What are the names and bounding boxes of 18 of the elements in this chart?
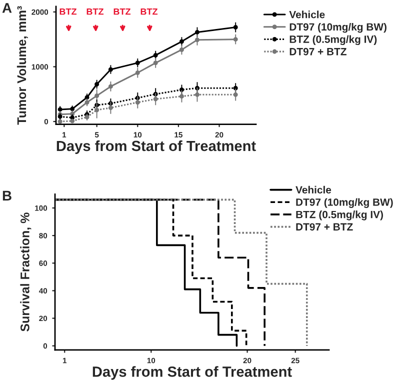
legend-label: DT97 + BTZ: [296, 223, 353, 231]
annotation: BTZ: [60, 8, 77, 15]
legend-label: Vehicle: [296, 186, 332, 194]
legend-label: BTZ (0.5mg/kg IV): [296, 210, 383, 220]
x-axis-title: Days from Start of Treatment: [92, 366, 292, 380]
y-axis-title: Tumor Volume, mm³: [16, 6, 28, 125]
legend-label: DT97 + BTZ: [290, 48, 346, 56]
annotation: BTZ: [86, 8, 104, 15]
chart-title: B: [2, 190, 12, 200]
legend-label: Vehicle: [289, 10, 325, 18]
x-axis-title: Days from Start of Treatment: [56, 140, 256, 154]
annotation: BTZ: [114, 8, 131, 15]
legend-label: DT97 (10mg/kg BW): [296, 198, 393, 208]
annotation: BTZ: [140, 8, 158, 15]
legend-label: DT97 (10mg/kg BW): [290, 22, 386, 33]
chart-title: A: [2, 3, 12, 13]
y-axis-title: Survival Fraction, %: [20, 212, 32, 332]
legend-label: BTZ (0.5mg/kg IV): [290, 35, 377, 46]
